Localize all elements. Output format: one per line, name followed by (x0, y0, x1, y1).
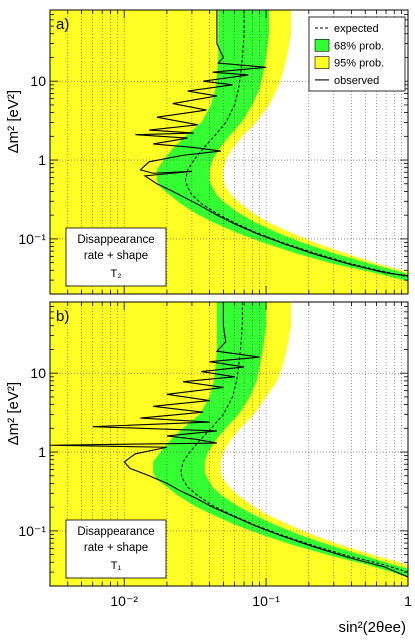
band-95 (50, 10, 408, 294)
panel-b: 10⁻¹ 1 10 10⁻² 10⁻¹ 1 sin²(2θee) Δm² [eV²] b) Dis… (5, 301, 412, 636)
annotation-box: Disappearance rate + shape T₁ (65, 519, 167, 579)
annotation-frame (65, 519, 167, 579)
legend-swatch-95 (314, 56, 330, 69)
y-tick-label: 10 (30, 73, 46, 89)
plot-frame (49, 301, 409, 587)
line-observed (135, 10, 408, 277)
x-axis-label: sin²(2θee) (338, 619, 406, 636)
annotation-line2: rate + shape (84, 250, 148, 262)
axis-ticks (49, 301, 409, 587)
x-tick-label: 1 (404, 593, 412, 609)
annotation-line1: Disappearance (77, 526, 154, 538)
y-tick-label: 10⁻¹ (18, 523, 46, 539)
annotation-line3: T₁ (111, 560, 122, 572)
panel-label: a) (56, 16, 69, 33)
legend-frame (308, 16, 406, 92)
band-95 (50, 302, 408, 586)
legend-label: 95% prob. (334, 58, 384, 70)
grid (50, 10, 408, 294)
legend-label: expected (334, 23, 379, 35)
legend: expected 68% prob. 95% prob. observed (308, 16, 406, 92)
legend-label: 68% prob. (334, 40, 384, 52)
line-observed (50, 302, 408, 578)
legend-swatch-68 (314, 38, 330, 52)
line-expected (180, 302, 408, 573)
line-expected (184, 10, 408, 278)
y-axis-label: Δm² [eV²] (5, 382, 22, 445)
plot-area (50, 10, 408, 294)
annotation-line2: rate + shape (84, 542, 148, 554)
plot-area (50, 302, 408, 586)
annotation-line1: Disappearance (77, 234, 154, 246)
y-tick-label: 1 (38, 152, 46, 168)
panel-a: 10⁻¹ 1 10 Δm² [eV²] a) Disappearance rate + sh… (5, 9, 409, 295)
plot-frame (49, 9, 409, 295)
y-axis-label: Δm² [eV²] (5, 90, 22, 153)
x-tick-label: 10⁻¹ (252, 593, 280, 609)
y-tick-label: 10⁻¹ (18, 231, 46, 247)
annotation-box: Disappearance rate + shape T₂ (65, 227, 167, 287)
y-tick-label: 1 (38, 444, 46, 460)
panel-label: b) (56, 308, 69, 325)
y-tick-label: 10 (30, 365, 46, 381)
legend-label: observed (334, 75, 379, 87)
x-tick-label: 10⁻² (110, 593, 138, 609)
annotation-line3: T₂ (111, 268, 122, 280)
band-68 (153, 302, 408, 578)
annotation-frame (65, 227, 167, 287)
band-68 (156, 10, 408, 282)
